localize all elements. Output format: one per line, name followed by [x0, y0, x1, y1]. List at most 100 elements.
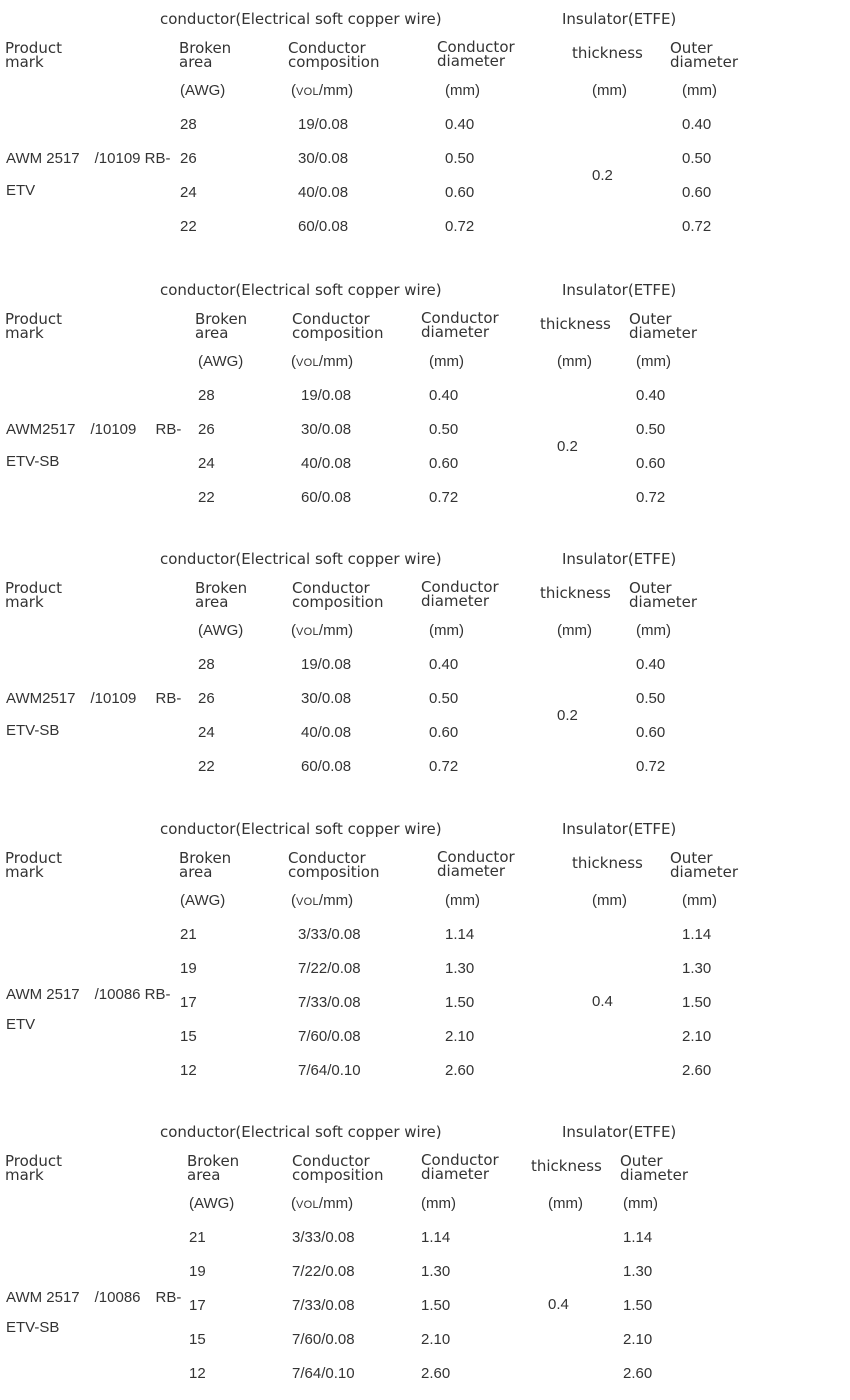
awg-cell: 24 [198, 455, 215, 472]
unit-vol-label: VOL [296, 626, 319, 638]
thickness-value: 0.4 [548, 1296, 569, 1313]
composition-cell: 60/0.08 [301, 489, 352, 506]
awg-cell: 17 [180, 994, 197, 1011]
product-mark-header: Product mark [5, 849, 62, 881]
unit-per-mm: /mm) [318, 82, 354, 99]
product-mark-header: Product mark [5, 39, 62, 71]
composition-cell: 3/33/0.08 [292, 1229, 355, 1246]
outer-diameter-cell: 0.60 [682, 184, 712, 201]
unit-outer-diameter: (mm) [636, 622, 671, 639]
unit-per-mm: /mm) [318, 622, 354, 639]
thickness-header: thickness [540, 584, 611, 602]
awg-cell: 15 [180, 1028, 197, 1045]
conductor-diameter-header: Conductor diameter [421, 578, 499, 610]
conductor-group-header: conductor(Electrical soft copper wire) [160, 550, 442, 568]
outer-diameter-header: Outer diameter [629, 310, 697, 342]
composition-cell: 19/0.08 [301, 387, 352, 404]
awg-cell: 26 [198, 421, 215, 438]
outer-diameter-cell: 2.10 [682, 1028, 712, 1045]
outer-diameter-cell: 2.10 [623, 1331, 653, 1348]
thickness-header: thickness [540, 315, 611, 333]
thickness-value: 0.4 [592, 993, 613, 1010]
awg-cell: 22 [198, 489, 215, 506]
composition-cell: 7/33/0.08 [298, 994, 361, 1011]
conductor-diameter-cell: 0.72 [429, 489, 459, 506]
awg-cell: 21 [189, 1229, 206, 1246]
unit-thickness: (mm) [592, 82, 627, 99]
conductor-diameter-cell: 0.60 [445, 184, 475, 201]
conductor-diameter-cell: 0.72 [429, 758, 459, 775]
awg-cell: 26 [198, 690, 215, 707]
product-mark-header: Product mark [5, 1152, 62, 1184]
outer-diameter-header: Outer diameter [620, 1152, 688, 1184]
outer-diameter-cell: 0.60 [636, 455, 666, 472]
conductor-diameter-cell: 0.40 [429, 656, 459, 673]
conductor-diameter-cell: 0.40 [429, 387, 459, 404]
awg-cell: 15 [189, 1331, 206, 1348]
outer-diameter-cell: 1.14 [623, 1229, 653, 1246]
unit-thickness: (mm) [592, 892, 627, 909]
awg-cell: 28 [198, 656, 215, 673]
outer-diameter-cell: 1.14 [682, 926, 712, 943]
thickness-header: thickness [572, 854, 643, 872]
outer-diameter-cell: 0.50 [682, 150, 712, 167]
conductor-diameter-cell: 1.30 [445, 960, 475, 977]
thickness-value: 0.2 [592, 167, 613, 184]
unit-thickness: (mm) [557, 622, 592, 639]
composition-cell: 19/0.08 [301, 656, 352, 673]
awg-cell: 21 [180, 926, 197, 943]
awg-cell: 24 [198, 724, 215, 741]
composition-cell: 7/22/0.08 [292, 1263, 355, 1280]
awg-cell: 19 [180, 960, 197, 977]
unit-per-mm: /mm) [318, 1195, 354, 1212]
outer-diameter-cell: 0.72 [682, 218, 712, 235]
product-mark-line-1: AWM2517 /10109 RB- [6, 690, 182, 707]
unit-conductor-diameter: (mm) [429, 353, 464, 370]
broken-area-header: Broken area [179, 39, 232, 71]
cable-spec-table: conductor(Electrical soft copper wire) In… [0, 281, 850, 541]
awg-cell: 28 [180, 116, 197, 133]
composition-cell: 30/0.08 [301, 690, 352, 707]
cable-spec-table: conductor(Electrical soft copper wire) In… [0, 820, 850, 1080]
conductor-diameter-cell: 2.10 [421, 1331, 451, 1348]
broken-area-header: Broken area [195, 310, 248, 342]
composition-cell: 30/0.08 [298, 150, 349, 167]
composition-cell: 7/60/0.08 [298, 1028, 361, 1045]
outer-diameter-cell: 0.40 [682, 116, 712, 133]
unit-conductor-diameter: (mm) [445, 892, 480, 909]
product-mark-line-1: AWM2517 /10109 RB- [6, 421, 182, 438]
conductor-group-header: conductor(Electrical soft copper wire) [160, 10, 442, 28]
composition-cell: 7/64/0.10 [292, 1365, 355, 1382]
unit-vol-per-mm: (VOL/mm) [291, 353, 354, 370]
unit-per-mm: /mm) [318, 892, 354, 909]
conductor-diameter-cell: 1.30 [421, 1263, 451, 1280]
unit-outer-diameter: (mm) [682, 892, 717, 909]
composition-cell: 40/0.08 [298, 184, 349, 201]
conductor-composition-header: Conductor composition [288, 39, 380, 71]
composition-cell: 30/0.08 [301, 421, 352, 438]
product-mark-header: Product mark [5, 579, 62, 611]
conductor-diameter-cell: 2.10 [445, 1028, 475, 1045]
conductor-composition-header: Conductor composition [292, 579, 384, 611]
product-mark-line-2: ETV-SB [6, 1319, 60, 1336]
outer-diameter-cell: 1.50 [623, 1297, 653, 1314]
conductor-diameter-cell: 1.14 [445, 926, 475, 943]
conductor-diameter-cell: 0.50 [429, 421, 459, 438]
outer-diameter-cell: 0.50 [636, 690, 666, 707]
thickness-header: thickness [531, 1157, 602, 1175]
unit-vol-label: VOL [296, 357, 319, 369]
conductor-diameter-header: Conductor diameter [437, 38, 515, 70]
outer-diameter-cell: 2.60 [682, 1062, 712, 1079]
composition-cell: 19/0.08 [298, 116, 349, 133]
conductor-diameter-cell: 0.40 [445, 116, 475, 133]
cable-spec-table: conductor(Electrical soft copper wire) In… [0, 550, 850, 810]
unit-vol-per-mm: (VOL/mm) [291, 622, 354, 639]
thickness-value: 0.2 [557, 707, 578, 724]
thickness-value: 0.2 [557, 438, 578, 455]
conductor-diameter-cell: 0.60 [429, 455, 459, 472]
unit-outer-diameter: (mm) [682, 82, 717, 99]
thickness-header: thickness [572, 44, 643, 62]
outer-diameter-header: Outer diameter [670, 849, 738, 881]
awg-cell: 12 [180, 1062, 197, 1079]
conductor-diameter-cell: 1.50 [445, 994, 475, 1011]
